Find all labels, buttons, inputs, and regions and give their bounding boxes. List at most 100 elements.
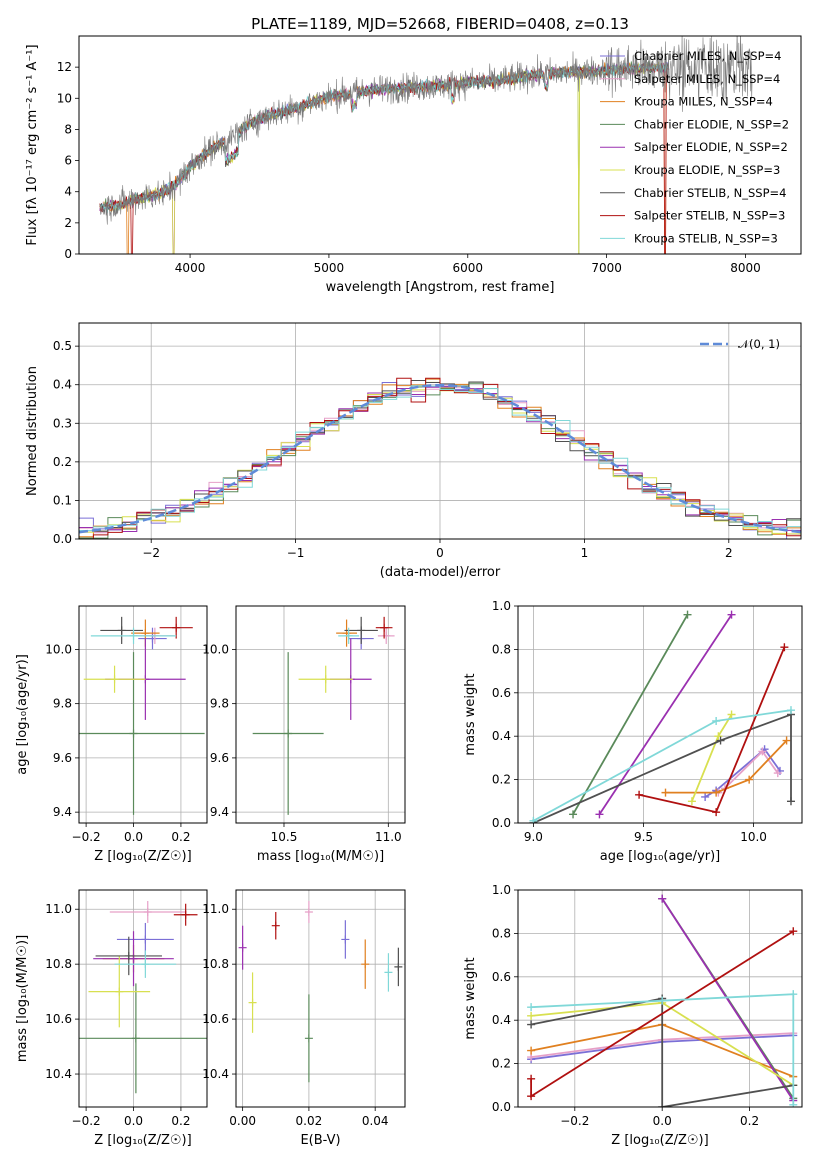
y-tick-label: 0.6 [492, 970, 511, 984]
x-tick-label: 0.2 [740, 1114, 759, 1128]
series-point-marker [712, 808, 721, 817]
y-tick-label: 0.4 [492, 1013, 511, 1027]
series-point-marker [658, 996, 667, 1005]
x-tick-label: 10.5 [271, 830, 298, 844]
y-tick-label: 4 [64, 185, 72, 199]
series-point-marker [773, 769, 782, 778]
plot-area [79, 900, 207, 1094]
y-tick-label: 10.6 [202, 1012, 229, 1026]
y-tick-label: 0.4 [53, 378, 72, 392]
series-point-marker [745, 775, 754, 784]
data-point-marker [124, 951, 133, 960]
series-point-marker [661, 788, 670, 797]
data-point-marker [181, 910, 190, 919]
y-tick-label: 9.8 [210, 697, 229, 711]
data-point-marker [248, 998, 257, 1007]
plot-area [99, 36, 753, 254]
axes-frame [235, 605, 406, 824]
plot-area [529, 610, 795, 823]
series-line [661, 898, 795, 1101]
plot-layer: 4000 5000 6000 7000 8000024681012wavelength … [15, 35, 803, 1148]
series-point-marker [527, 1011, 536, 1020]
series-point-marker [782, 736, 791, 745]
series-point-marker [527, 1020, 536, 1029]
y-tick-label: 0.3 [53, 416, 72, 430]
series-point-marker [527, 1046, 536, 1055]
y-tick-label: 10 [57, 91, 72, 105]
x-axis-label: (data-model)/error [380, 565, 501, 580]
axes-frame [78, 35, 802, 255]
x-tick-label: 10.0 [740, 830, 767, 844]
y-axis-label: mass [log₁₀(M/M☉)] [15, 935, 30, 1062]
data-point-marker [141, 960, 150, 969]
x-tick-label: 0.04 [362, 1114, 389, 1128]
series-line [665, 739, 788, 794]
normal-pdf-line [79, 383, 801, 534]
series-point-marker [780, 643, 789, 652]
x-tick-label: −2 [142, 546, 160, 560]
legend-label: Salpeter MILES, N_SSP=4 [634, 72, 780, 86]
y-axis-label: age [log₁₀(age/yr)] [15, 654, 30, 775]
y-tick-label: 0.8 [492, 642, 511, 656]
series-point-marker [527, 1092, 536, 1101]
x-tick-label: 0.02 [296, 1114, 323, 1128]
axes-frame [235, 889, 406, 1108]
panel-age-vs-mass: 10.5 11.0 9.4 9.6 9.8 10.0 mass [log₁₀(M/M☉)] [202, 605, 406, 864]
x-tick-label: 8000 [730, 261, 761, 275]
data-point-marker [141, 935, 150, 944]
y-tick-label: 0.0 [492, 816, 511, 830]
y-tick-label: 6 [64, 154, 72, 168]
y-tick-label: 9.8 [53, 697, 72, 711]
series-point-marker [789, 990, 798, 999]
y-tick-label: 9.6 [53, 751, 72, 765]
series-line [598, 614, 733, 815]
y-tick-label: 10.0 [202, 642, 229, 656]
series-point-marker [595, 810, 604, 819]
y-tick-label: 0.6 [492, 686, 511, 700]
series-point-marker [712, 717, 721, 726]
x-tick-label: 5000 [314, 261, 345, 275]
panel-age-vs-metallicity: −0.2 0.0 0.2 9.4 9.6 9.8 10.0 Z [log₁₀(Z/Z☉)] ag… [15, 605, 208, 864]
plot-area [79, 377, 801, 539]
data-point-marker [271, 921, 280, 930]
x-axis-label: age [log₁₀(age/yr)] [600, 849, 721, 864]
y-tick-label: 0.4 [492, 729, 511, 743]
y-tick-label: 9.6 [210, 751, 229, 765]
y-axis-label: Normed distribution [25, 366, 40, 496]
legend-label: Kroupa MILES, N_SSP=4 [634, 95, 773, 109]
y-tick-label: 0.0 [53, 532, 72, 546]
panel-mass-vs-extinction: 0.00 0.02 0.04 10.4 10.6 10.8 11.0 E(B-V) [202, 889, 406, 1148]
x-axis-label: mass [log₁₀(M/M☉)] [257, 849, 384, 864]
series-point-marker [786, 706, 795, 715]
data-point-marker [344, 631, 353, 640]
data-point-marker [382, 631, 391, 640]
y-tick-label: 0.0 [492, 1100, 511, 1114]
x-axis-label: Z [log₁₀(Z/Z☉)] [611, 1133, 708, 1148]
y-tick-label: 10.0 [45, 642, 72, 656]
y-tick-label: 11.0 [202, 902, 229, 916]
x-tick-label: −0.2 [560, 1114, 589, 1128]
y-tick-label: 0 [64, 247, 72, 261]
plot-area [252, 616, 395, 815]
y-axis-label: mass weight [463, 673, 478, 755]
data-point-marker [143, 907, 152, 916]
x-tick-label: 4000 [175, 261, 206, 275]
observed-spectrum-line [99, 36, 753, 225]
x-tick-label: 9.5 [634, 830, 653, 844]
y-tick-label: 0.2 [492, 1057, 511, 1071]
y-axis-label: Flux [fλ 10⁻¹⁷ erg cm⁻² s⁻¹ A⁻¹] [25, 44, 40, 245]
series-point-marker [658, 894, 667, 903]
series-point-marker [712, 788, 721, 797]
series-point-marker [714, 732, 723, 741]
plot-area [79, 616, 205, 815]
legend-label: Chabrier STELIB, N_SSP=4 [634, 186, 786, 200]
data-point-marker [117, 626, 126, 635]
y-tick-label: 10.8 [45, 957, 72, 971]
data-point-marker [304, 907, 313, 916]
legend-label: Salpeter STELIB, N_SSP=3 [634, 209, 785, 223]
x-tick-label: 0.2 [171, 830, 190, 844]
axes-frame [78, 889, 208, 1108]
series-point-marker [527, 1003, 536, 1012]
x-tick-label: 0 [436, 546, 444, 560]
